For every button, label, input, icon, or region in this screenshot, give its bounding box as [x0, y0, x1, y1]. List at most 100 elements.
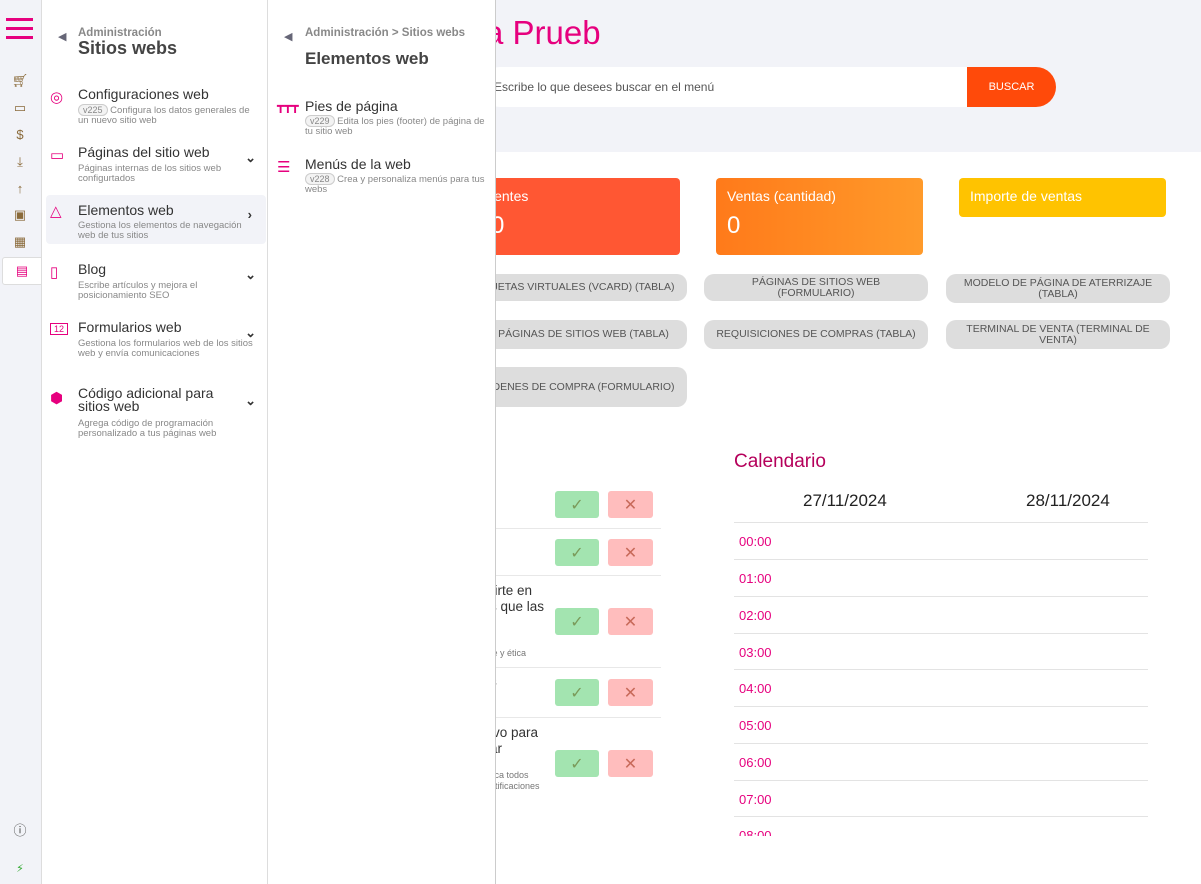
website-doc-icon[interactable]: ▤: [2, 257, 42, 285]
panel-title: Elementos web: [305, 49, 429, 68]
calendar-day-icon[interactable]: ▦: [13, 234, 27, 249]
chevron-down-icon: ⌄: [245, 267, 256, 282]
hamburger-menu-icon[interactable]: [6, 18, 33, 39]
item-desc: Agrega código de programación personaliz…: [78, 418, 217, 439]
hour-slot[interactable]: 05:00: [734, 706, 1148, 743]
boxes-icon[interactable]: ▣: [13, 207, 27, 222]
card-label: Ventas (cantidad): [727, 188, 836, 204]
hour-slot[interactable]: 04:00: [734, 669, 1148, 706]
card-clientes[interactable]: ientes 0: [480, 178, 680, 255]
version-badge: v229: [305, 115, 335, 127]
lightning-icon[interactable]: ⚡︎: [16, 863, 24, 875]
chevron-down-icon: ⌄: [245, 150, 256, 165]
sort-icon[interactable]: ↑: [16, 181, 24, 196]
item-label: Formularios web: [78, 319, 182, 335]
shortcut[interactable]: JETAS VIRTUALES (VCARD) (TABLA): [480, 274, 687, 301]
task-desc: tica todos otificaciones: [490, 770, 540, 791]
card-value: 0: [491, 212, 505, 239]
search-input[interactable]: [480, 67, 967, 107]
accept-button[interactable]: ✓: [555, 608, 599, 635]
browser-icon: ▭: [50, 147, 65, 164]
version-badge: v228: [305, 173, 335, 185]
hour-slot[interactable]: 01:00: [734, 559, 1148, 596]
menu-item-paginas-sitio-web[interactable]: ▭ Páginas del sitio web Páginas internas d…: [50, 144, 262, 188]
shortcut[interactable]: PÁGINAS DE SITIOS WEB (FORMULARIO): [704, 274, 928, 301]
document-icon: ▯: [50, 264, 59, 281]
menu-lines-icon: ☰: [277, 159, 291, 176]
menu-item-codigo-adicional[interactable]: ⬢ Código adicional para sitios web Agrega …: [50, 385, 262, 441]
angular-icon: ⬢: [50, 390, 64, 407]
shapes-icon: △: [50, 203, 62, 220]
task-desc: te y ética: [490, 648, 527, 658]
reject-button[interactable]: ✕: [608, 539, 653, 566]
hour-slot[interactable]: 07:00: [734, 780, 1148, 817]
menu-item-menus-de-la-web[interactable]: ☰ Menús de la web v228 Crea y personaliza …: [277, 156, 492, 196]
hour-slot[interactable]: 02:00: [734, 596, 1148, 633]
accept-button[interactable]: ✓: [555, 679, 599, 706]
item-desc: Crea y personaliza menús para tus webs: [305, 174, 485, 195]
accept-button[interactable]: ✓: [555, 539, 599, 566]
menu-item-formularios-web[interactable]: 12 Formularios web Gestiona los formulario…: [50, 319, 262, 371]
menu-item-pies-de-pagina[interactable]: ┳┳┳ Pies de página v229 Edita los pies (fo…: [277, 98, 492, 138]
form-icon: 12: [50, 323, 69, 335]
footer-icon: ┳┳┳: [277, 99, 299, 113]
calendar-icon[interactable]: ▭: [13, 100, 27, 115]
cart-icon[interactable]: 🛒︎: [11, 73, 29, 88]
item-label: Configuraciones web: [78, 86, 209, 102]
item-desc: Páginas internas de los sitios web confi…: [78, 163, 222, 184]
breadcrumb: Administración > Sitios webs: [305, 27, 466, 39]
item-label: Blog: [78, 261, 107, 277]
version-badge: v225: [78, 104, 108, 116]
panel-title: Sitios webs: [78, 38, 178, 58]
back-arrow-icon[interactable]: ◀: [58, 31, 67, 43]
menu-panel-sitios-webs: ◀ Administración Sitios webs ◎ Configurac…: [42, 0, 268, 884]
reject-button[interactable]: ✕: [608, 750, 653, 777]
shortcut[interactable]: REQUISICIONES DE COMPRAS (TABLA): [704, 320, 928, 349]
hour-slot[interactable]: 08:00: [734, 816, 1148, 836]
icon-rail: 🛒︎ ▭ $ ⤓ ↑ ▣ ▦ ▤ ⓘ ⚡︎: [0, 0, 42, 884]
item-label: Pies de página: [305, 98, 398, 114]
shortcut[interactable]: DENES DE COMPRA (FORMULARIO): [480, 367, 687, 407]
card-ventas-cantidad[interactable]: Ventas (cantidad) 0: [716, 178, 923, 255]
task-title: rirte en s que las: [490, 583, 545, 614]
back-arrow-icon[interactable]: ◀: [284, 31, 293, 43]
item-label: Menús de la web: [305, 156, 411, 172]
chevron-right-icon: ›: [247, 207, 252, 222]
menu-item-configuraciones-web[interactable]: ◎ Configuraciones web v225 Configura los d…: [50, 86, 262, 130]
search-button[interactable]: BUSCAR: [967, 67, 1056, 107]
accept-button[interactable]: ✓: [555, 491, 599, 518]
hour-slot[interactable]: 06:00: [734, 743, 1148, 780]
card-label: ientes: [491, 188, 529, 204]
item-label: Código adicional para sitios web: [78, 385, 214, 414]
help-icon[interactable]: ⓘ: [13, 823, 27, 838]
reject-button[interactable]: ✕: [608, 608, 653, 635]
task-row: [480, 529, 661, 576]
item-label: Elementos web: [78, 202, 174, 218]
task-row: [480, 484, 661, 529]
card-importe-ventas[interactable]: Importe de ventas: [959, 178, 1166, 217]
calendar-grid[interactable]: 00:00 01:00 02:00 03:00 04:00 05:00 06:0…: [734, 522, 1148, 836]
menu-panel-elementos-web: ◀ Administración > Sitios webs Elementos…: [268, 0, 496, 884]
page-title: a Prueb: [485, 14, 601, 51]
reject-button[interactable]: ✕: [608, 491, 653, 518]
reject-button[interactable]: ✕: [608, 679, 653, 706]
download-icon[interactable]: ⤓: [17, 154, 23, 169]
task-title: ivo para ar: [490, 725, 539, 756]
chevron-down-icon: ⌄: [245, 393, 256, 408]
shortcut[interactable]: MODELO DE PÁGINA DE ATERRIZAJE (TABLA): [946, 274, 1170, 303]
item-desc: Escribe artículos y mejora el posicionam…: [78, 280, 198, 301]
card-label: Importe de ventas: [970, 188, 1083, 204]
calendar-title: Calendario: [734, 451, 826, 472]
shortcut[interactable]: PÁGINAS DE SITIOS WEB (TABLA): [480, 320, 687, 349]
shortcut[interactable]: TERMINAL DE VENTA (TERMINAL DE VENTA): [946, 320, 1170, 349]
item-desc: Configura los datos generales de un nuev…: [78, 105, 250, 126]
globe-icon: ◎: [50, 89, 64, 106]
hour-slot[interactable]: 00:00: [734, 522, 1148, 559]
accept-button[interactable]: ✓: [555, 750, 599, 777]
breadcrumb: Administración: [78, 27, 162, 39]
menu-item-blog[interactable]: ▯ Blog Escribe artículos y mejora el posic…: [50, 261, 262, 305]
calendar-day: 27/11/2024: [803, 491, 887, 510]
hour-slot[interactable]: 03:00: [734, 633, 1148, 670]
menu-item-elementos-web[interactable]: △ Elementos web Gestiona los elementos de …: [46, 195, 266, 244]
chat-money-icon[interactable]: $: [16, 127, 24, 142]
